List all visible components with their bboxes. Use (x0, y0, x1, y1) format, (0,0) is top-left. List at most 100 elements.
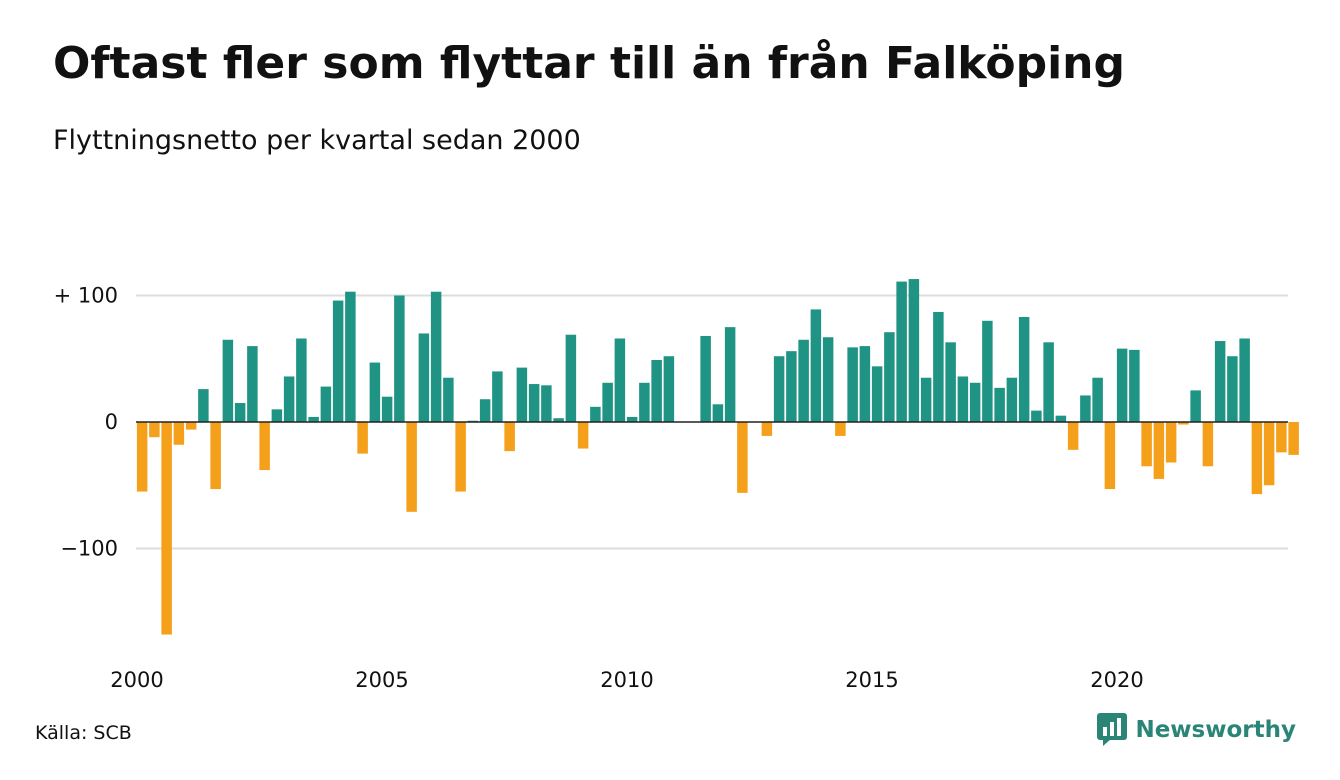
y-tick-label: 0 (105, 410, 118, 434)
bar (1067, 422, 1079, 450)
bar (1031, 410, 1042, 422)
bar (1092, 377, 1103, 422)
bar (786, 351, 797, 422)
bar (724, 327, 736, 422)
bar (308, 416, 319, 422)
bar (492, 371, 503, 422)
bar (822, 337, 834, 422)
bar (1165, 422, 1177, 463)
bar (1288, 422, 1299, 455)
bar (198, 389, 209, 422)
bar (920, 377, 932, 422)
bar (1239, 338, 1250, 422)
grid-lines (136, 294, 1288, 550)
bar (296, 338, 307, 422)
bar (369, 362, 381, 422)
bar (577, 422, 589, 449)
bar (994, 387, 1005, 422)
bars (136, 279, 1299, 635)
bar (1276, 422, 1287, 453)
bar (761, 422, 773, 436)
bar (455, 422, 466, 492)
x-tick-label: 2010 (600, 668, 653, 692)
bar (945, 342, 956, 422)
bar (565, 334, 577, 422)
y-tick-label: −100 (60, 537, 118, 561)
newsworthy-logo: Newsworthy (1097, 713, 1296, 747)
bar (590, 406, 601, 422)
chart-title: Oftast fler som flyttar till än från Fal… (53, 38, 1126, 89)
bar (283, 376, 295, 422)
bar (1055, 415, 1067, 422)
bar (553, 418, 564, 422)
bar (1190, 390, 1201, 422)
bar (1141, 422, 1152, 467)
bar (1104, 422, 1116, 490)
bar (1178, 422, 1189, 425)
bar (1043, 342, 1054, 422)
bar (406, 422, 417, 512)
bar (810, 309, 822, 422)
bar (859, 346, 871, 422)
bar (1227, 356, 1238, 422)
bar (320, 386, 332, 422)
bar (247, 346, 258, 422)
y-tick-label: + 100 (54, 284, 118, 308)
bar (614, 338, 626, 422)
bar (259, 422, 270, 471)
bar (884, 332, 895, 422)
bar (1018, 317, 1030, 422)
bar (1251, 422, 1263, 495)
axes: + 100 0 −100 2000 2005 2010 2015 2020 (54, 284, 1288, 692)
bar (933, 311, 944, 422)
bar (430, 291, 442, 422)
bar (1006, 377, 1018, 422)
bar (443, 377, 454, 422)
bar (602, 382, 613, 422)
bar (1153, 422, 1165, 479)
chart-bubble-icon (1097, 713, 1128, 746)
bar (394, 295, 405, 422)
x-tick-label: 2000 (110, 668, 163, 692)
bar (149, 422, 160, 438)
x-tick-label: 2005 (355, 668, 408, 692)
bar (982, 320, 993, 422)
bar (908, 279, 920, 422)
bar (541, 385, 552, 422)
brand-name: Newsworthy (1135, 717, 1296, 743)
bar (1129, 349, 1140, 422)
bar (712, 404, 724, 422)
bar (528, 384, 540, 422)
bar (136, 422, 148, 492)
bar (773, 356, 785, 422)
bar (626, 416, 638, 422)
bar (871, 366, 883, 422)
bar (1202, 422, 1214, 467)
x-tick-label: 2015 (845, 668, 898, 692)
bar (210, 422, 221, 490)
bar (1116, 348, 1128, 422)
bar (847, 347, 858, 422)
x-tick-label: 2020 (1090, 668, 1143, 692)
bar (185, 422, 197, 430)
bar (1214, 341, 1226, 422)
bar (381, 396, 393, 422)
bar (234, 403, 246, 422)
bar (161, 422, 172, 635)
bar (418, 333, 430, 422)
bar (969, 382, 981, 422)
bar (516, 367, 528, 422)
bar (957, 376, 969, 422)
chart-subtitle: Flyttningsnetto per kvartal sedan 2000 (53, 125, 581, 156)
bar (357, 422, 368, 454)
bar (345, 291, 356, 422)
bar (896, 281, 907, 422)
bar (504, 422, 515, 452)
bar (651, 360, 662, 422)
bar (639, 382, 650, 422)
bar (1080, 395, 1091, 422)
source-note: Källa: SCB (35, 722, 132, 744)
bar-chart: + 100 0 −100 2000 2005 2010 2015 2020 (54, 279, 1299, 692)
bar (663, 356, 675, 422)
bar (700, 335, 711, 422)
